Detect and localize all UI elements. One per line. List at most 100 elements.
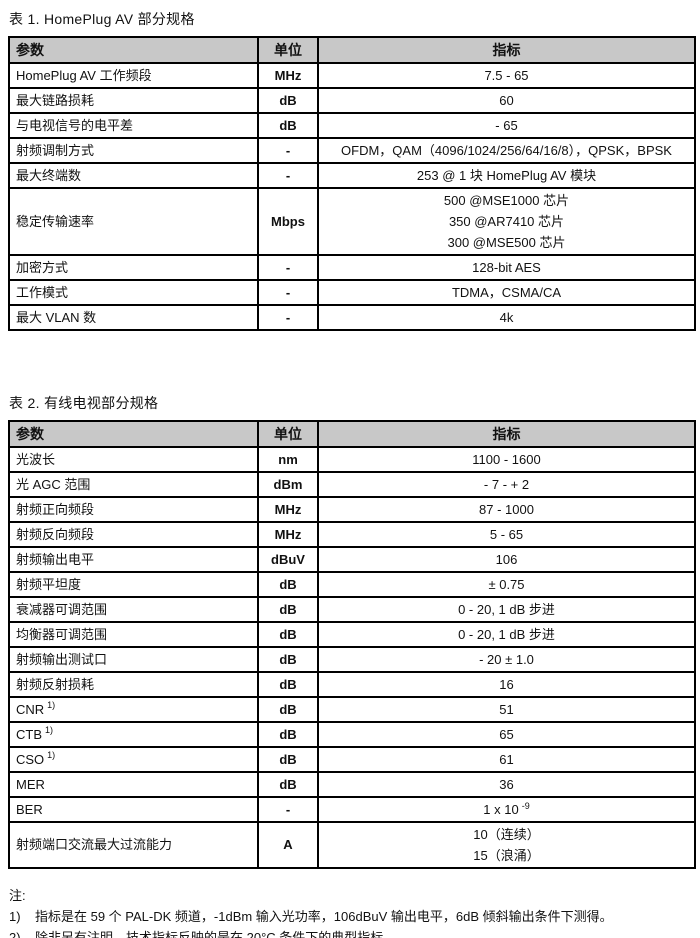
value-cell: OFDM，QAM（4096/1024/256/64/16/8），QPSK，BPS… <box>317 137 696 164</box>
value-cell: 51 <box>317 696 696 723</box>
value-cell: 253 @ 1 块 HomePlug AV 模块 <box>317 162 696 189</box>
param-text: 射频调制方式 <box>16 142 95 158</box>
table1-title: 表 1. HomePlug AV 部分规格 <box>9 11 195 27</box>
unit-cell: dBuV <box>257 546 319 573</box>
unit-cell: dB <box>257 621 319 648</box>
param-text: 射频反射损耗 <box>16 676 95 692</box>
unit-cell: dBm <box>257 471 319 498</box>
unit-cell: - <box>257 254 319 281</box>
param-text: 射频反向频段 <box>16 526 95 542</box>
param-cell: CSO 1) <box>8 746 259 773</box>
param-cell: 最大 VLAN 数 <box>8 304 259 331</box>
param-cell: 与电视信号的电平差 <box>8 112 259 139</box>
table-row: 射频调制方式 - OFDM，QAM（4096/1024/256/64/16/8）… <box>8 137 696 164</box>
param-cell: 射频端口交流最大过流能力 <box>8 821 259 869</box>
value-text: 87 - 1000 <box>479 502 534 517</box>
value-text: 5 - 65 <box>489 527 524 542</box>
table-row: 射频平坦度 dB ± 0.75 <box>8 571 696 598</box>
param-text: CTB <box>16 726 42 742</box>
unit-cell: - <box>257 162 319 189</box>
param-cell: 最大终端数 <box>8 162 259 189</box>
header-unit: 单位 <box>257 420 319 448</box>
param-text: 最大 VLAN 数 <box>16 309 97 325</box>
param-cell: 衰减器可调范围 <box>8 596 259 623</box>
value-cell: 10（连续） 15（浪涌） <box>317 821 696 869</box>
table-row: 最大终端数 - 253 @ 1 块 HomePlug AV 模块 <box>8 162 696 189</box>
notes-section: 注: 1) 指标是在 59 个 PAL-DK 频道，-1dBm 输入光功率，10… <box>9 886 694 938</box>
value-cell: ± 0.75 <box>317 571 696 598</box>
table2-body: 光波长 nm 1100 - 1600 光 AGC 范围 dBm - 7 - + … <box>8 446 696 869</box>
note-item: 1) 指标是在 59 个 PAL-DK 频道，-1dBm 输入光功率，106dB… <box>9 907 694 927</box>
table-row: BER - 1 x 10 -9 <box>8 796 696 823</box>
header-unit: 单位 <box>257 36 319 64</box>
value-text: 4k <box>499 310 514 325</box>
table-row: 射频输出电平 dBuV 106 <box>8 546 696 573</box>
param-cell: 射频反射损耗 <box>8 671 259 698</box>
unit-cell: dB <box>257 646 319 673</box>
value-text: 61 <box>499 752 514 767</box>
param-text: 加密方式 <box>16 259 69 275</box>
value-cell: 106 <box>317 546 696 573</box>
value-text: 51 <box>499 702 514 717</box>
param-text: CSO <box>16 751 45 767</box>
note-text: 指标是在 59 个 PAL-DK 频道，-1dBm 输入光功率，106dBuV … <box>35 909 613 924</box>
table-row: 工作模式 - TDMA，CSMA/CA <box>8 279 696 306</box>
param-cell: 稳定传输速率 <box>8 187 259 256</box>
param-text: 射频平坦度 <box>16 576 82 592</box>
unit-cell: nm <box>257 446 319 473</box>
unit-cell: A <box>257 821 319 869</box>
param-text: 均衡器可调范围 <box>16 626 108 642</box>
header-param: 参数 <box>8 420 259 448</box>
table-row: 加密方式 - 128-bit AES <box>8 254 696 281</box>
value-text: 0 - 20, 1 dB 步进 <box>458 602 555 617</box>
param-text: 光 AGC 范围 <box>16 476 91 492</box>
param-cell: MER <box>8 771 259 798</box>
value-cell: 0 - 20, 1 dB 步进 <box>317 621 696 648</box>
value-text: 65 <box>499 727 514 742</box>
unit-cell: MHz <box>257 62 319 89</box>
param-text: BER <box>16 801 43 817</box>
value-text: 60 <box>499 93 514 108</box>
param-text: 工作模式 <box>16 284 69 300</box>
header-value: 指标 <box>317 420 696 448</box>
value-superscript: -9 <box>521 800 530 811</box>
value-cell: 7.5 - 65 <box>317 62 696 89</box>
value-cell: 4k <box>317 304 696 331</box>
table2-header: 参数 单位 指标 <box>8 420 696 448</box>
table-row: CTB 1) dB 65 <box>8 721 696 748</box>
value-cell: 65 <box>317 721 696 748</box>
note-number: 1) <box>9 909 21 924</box>
notes-label: 注: <box>9 888 26 903</box>
param-cell: 光 AGC 范围 <box>8 471 259 498</box>
value-cell: 1100 - 1600 <box>317 446 696 473</box>
param-text: 射频输出电平 <box>16 551 95 567</box>
value-text: ± 0.75 <box>488 577 525 592</box>
unit-cell: dB <box>257 746 319 773</box>
param-text: HomePlug AV 工作频段 <box>16 67 152 83</box>
value-cell: 1 x 10 -9 <box>317 796 696 823</box>
value-text: 500 @MSE1000 芯片 350 @AR7410 芯片 300 @MSE5… <box>443 193 570 250</box>
value-text: 106 <box>495 552 518 567</box>
table-row: 光波长 nm 1100 - 1600 <box>8 446 696 473</box>
table-row: 射频端口交流最大过流能力 A 10（连续） 15（浪涌） <box>8 821 696 869</box>
table-row: MER dB 36 <box>8 771 696 798</box>
unit-cell: dB <box>257 571 319 598</box>
table1-header-row: 参数 单位 指标 <box>8 36 696 64</box>
param-text: 最大链路损耗 <box>16 92 95 108</box>
value-cell: 16 <box>317 671 696 698</box>
param-cell: 工作模式 <box>8 279 259 306</box>
table-row: 最大 VLAN 数 - 4k <box>8 304 696 331</box>
value-cell: - 65 <box>317 112 696 139</box>
value-text: 7.5 - 65 <box>484 68 529 83</box>
value-cell: 500 @MSE1000 芯片 350 @AR7410 芯片 300 @MSE5… <box>317 187 696 256</box>
table-row: 光 AGC 范围 dBm - 7 - + 2 <box>8 471 696 498</box>
param-text: MER <box>16 776 45 792</box>
table-row: 衰减器可调范围 dB 0 - 20, 1 dB 步进 <box>8 596 696 623</box>
footnote-marker: 1) <box>47 700 56 711</box>
param-text: 最大终端数 <box>16 167 82 183</box>
param-cell: 射频调制方式 <box>8 137 259 164</box>
table2-title: 表 2. 有线电视部分规格 <box>9 395 159 411</box>
note-number: 2) <box>9 930 21 938</box>
param-cell: HomePlug AV 工作频段 <box>8 62 259 89</box>
